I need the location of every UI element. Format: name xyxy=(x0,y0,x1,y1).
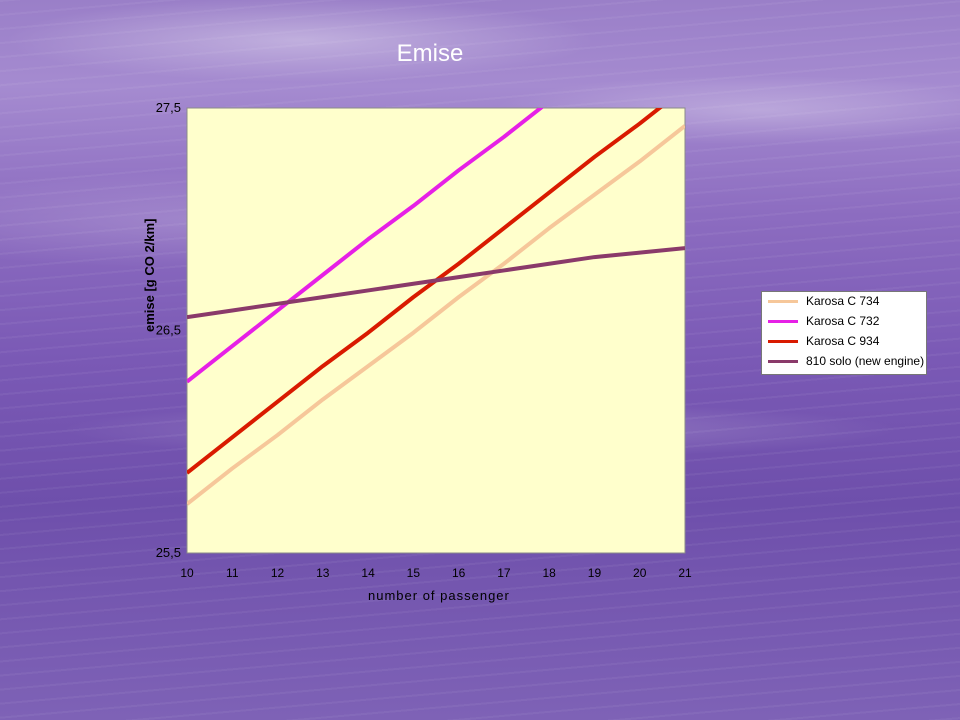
legend-swatch xyxy=(768,339,798,343)
x-tick-label: 21 xyxy=(678,566,692,580)
series-line-2 xyxy=(187,108,544,384)
series-line-1 xyxy=(187,124,685,506)
legend-swatch xyxy=(768,319,798,323)
x-tick-label: 10 xyxy=(180,566,194,580)
legend-item: Karosa C 734 xyxy=(768,293,879,309)
plot-area xyxy=(186,107,686,554)
y-tick-label: 26,5 xyxy=(156,323,181,338)
x-tick-label: 14 xyxy=(361,566,375,580)
x-tick-label: 19 xyxy=(588,566,602,580)
legend-label: 810 solo (new engine) xyxy=(806,354,925,368)
series-line-4 xyxy=(187,246,685,320)
x-tick-label: 18 xyxy=(543,566,557,580)
x-tick-label: 11 xyxy=(226,566,239,580)
x-tick-label: 13 xyxy=(316,566,330,580)
slide-title: Emise xyxy=(396,40,464,67)
x-tick-label: 17 xyxy=(497,566,511,580)
legend-label: Karosa C 934 xyxy=(806,334,880,348)
x-axis-label: number of passenger xyxy=(368,588,510,603)
legend-label: Karosa C 734 xyxy=(806,294,880,308)
chart-legend: Karosa C 734 Karosa C 732 Karosa C 934 810 … xyxy=(761,291,927,375)
y-tick-label: 25,5 xyxy=(156,545,181,560)
legend-swatch xyxy=(768,299,798,303)
x-tick-label: 20 xyxy=(633,566,647,580)
x-tick-label: 15 xyxy=(407,566,421,580)
x-tick-label: 12 xyxy=(271,566,285,580)
legend-item: Karosa C 732 xyxy=(768,313,879,329)
legend-label: Karosa C 732 xyxy=(806,314,880,328)
y-axis-label: emise [g CO 2/km] xyxy=(142,218,157,332)
x-tick-label: 16 xyxy=(452,566,466,580)
y-tick-label: 27,5 xyxy=(156,100,181,115)
legend-swatch xyxy=(768,359,798,363)
legend-item: Karosa C 934 xyxy=(768,333,879,349)
legend-item: 810 solo (new engine) xyxy=(768,353,924,369)
